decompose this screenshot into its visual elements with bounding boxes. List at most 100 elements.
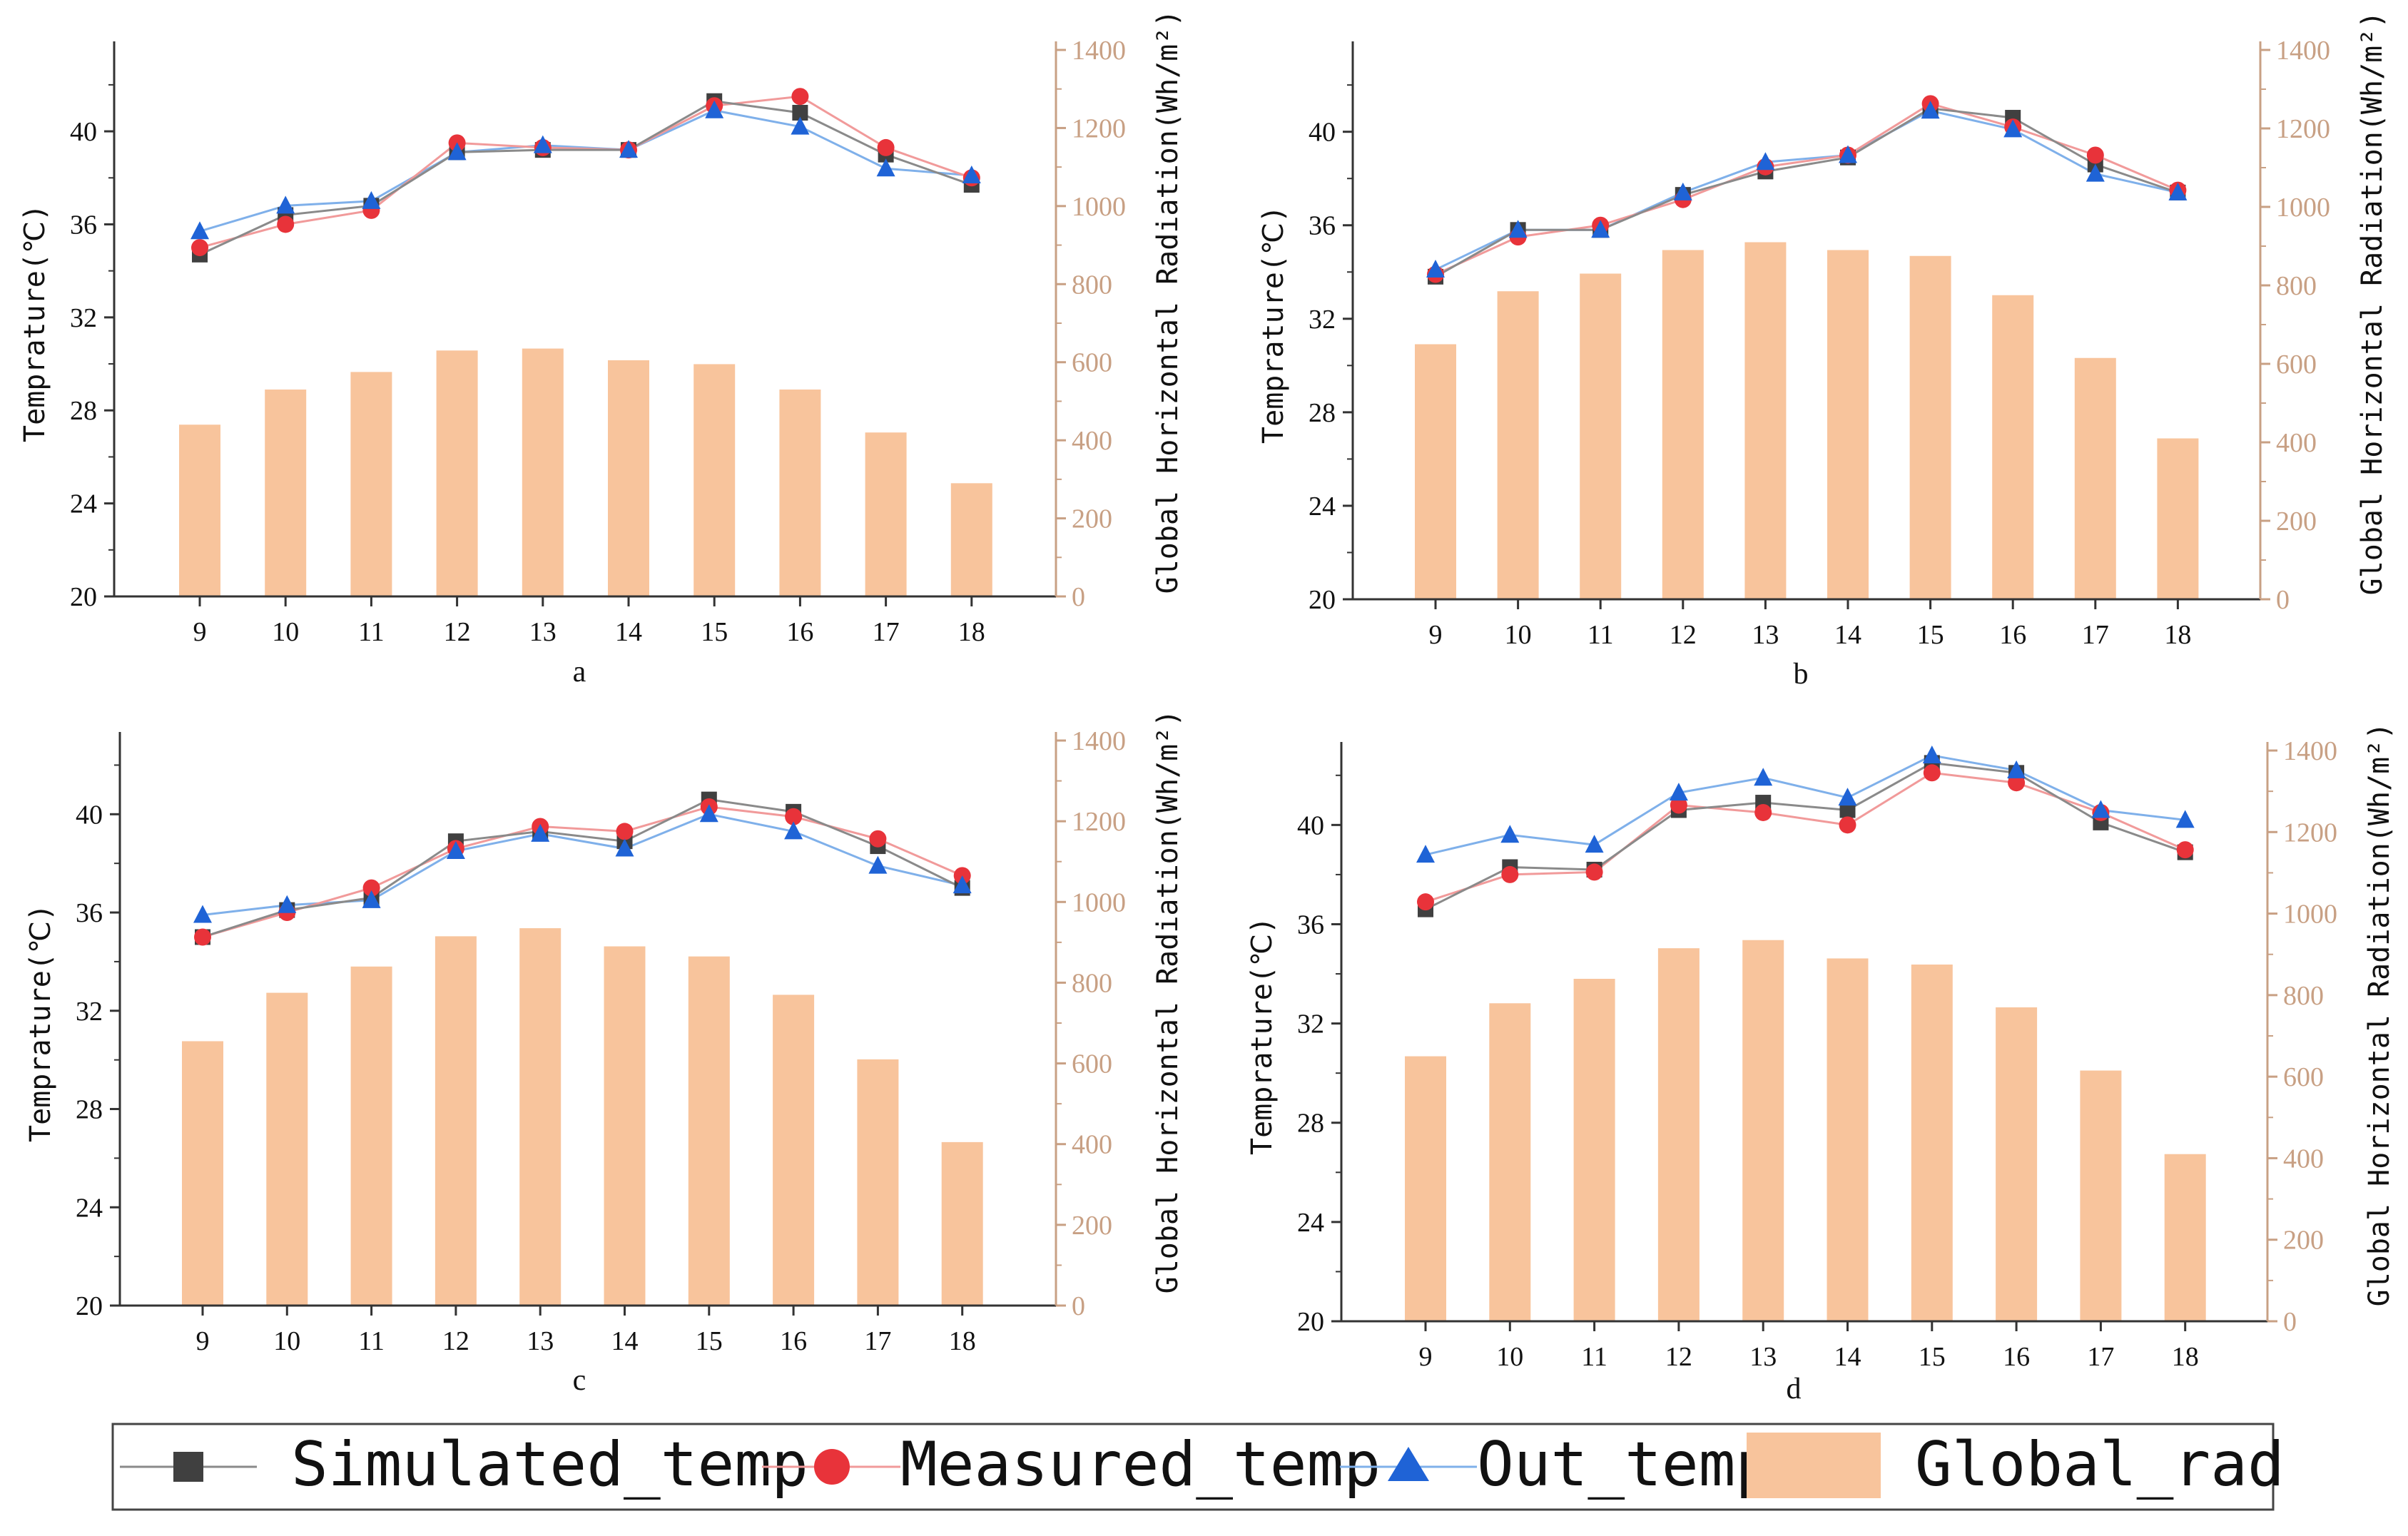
y-right-tick-label-d-400: 400 [2283, 1144, 2324, 1174]
point-out_temp-c-10 [952, 875, 972, 894]
series-line-measured_temp-c [202, 805, 963, 938]
y-right-tick-label-b-1000: 1000 [2276, 193, 2330, 223]
y-left-tick-label-c-32: 32 [76, 997, 103, 1027]
y-axis-left-title-b: Temprature(℃) [1257, 205, 1290, 444]
y-left-tick-label-a-32: 32 [70, 303, 97, 333]
point-measured_temp-c-1 [194, 928, 211, 946]
x-tick-label-c-18: 18 [949, 1326, 976, 1356]
x-tick-label-c-16: 16 [780, 1326, 807, 1356]
bar-global-rad-a-2 [265, 390, 307, 596]
legend-out-label: Out_temp [1477, 1429, 1772, 1500]
x-tick-label-d-14: 14 [1834, 1342, 1861, 1372]
point-measured_temp-d-8 [2008, 774, 2026, 792]
bar-global-rad-c-10 [941, 1141, 983, 1306]
x-tick-label-b-11: 11 [1587, 620, 1614, 650]
y-right-tick-label-c-600: 600 [1072, 1049, 1112, 1079]
point-out_temp-d-8 [2007, 760, 2026, 778]
bar-global-rad-a-7 [694, 364, 736, 596]
point-out_temp-c-5 [531, 823, 550, 842]
point-out_temp-a-7 [705, 100, 724, 118]
point-out_temp-d-7 [1922, 745, 1941, 763]
y-left-tick-label-d-24: 24 [1297, 1208, 1324, 1238]
x-tick-label-a-16: 16 [786, 617, 813, 647]
point-out_temp-a-6 [619, 140, 638, 158]
bar-global-rad-b-5 [1744, 242, 1787, 599]
y-left-tick-label-d-28: 28 [1297, 1109, 1324, 1139]
point-out_temp-a-5 [533, 135, 552, 153]
x-tick-label-c-15: 15 [696, 1326, 723, 1356]
point-simulated_temp-a-8 [792, 105, 808, 121]
y-left-tick-label-a-28: 28 [70, 396, 97, 426]
y-axis-left-title-c: Temprature(℃) [24, 904, 57, 1142]
panel-a: 9 10 11 12 13 14 15 16 17 18202428323640020040060… [19, 10, 1184, 688]
series-line-simulated_temp-d [1425, 761, 2186, 910]
series-line-out_temp-a [199, 109, 972, 233]
legend-measured-marker [814, 1449, 850, 1485]
point-out_temp-a-1 [190, 221, 209, 240]
y-right-tick-label-d-200: 200 [2283, 1226, 2324, 1256]
y-right-tick-label-a-400: 400 [1072, 426, 1112, 456]
x-tick-label-b-18: 18 [2164, 620, 2191, 650]
series-line-simulated_temp-c [202, 798, 963, 938]
point-out_temp-c-4 [446, 840, 465, 859]
bar-global-rad-d-2 [1489, 1003, 1531, 1321]
bar-global-rad-b-3 [1580, 273, 1622, 599]
bar-global-rad-b-2 [1497, 291, 1539, 599]
bar-global-rad-c-9 [857, 1059, 899, 1306]
x-tick-label-d-9: 9 [1419, 1342, 1433, 1372]
bar-global-rad-b-7 [1909, 255, 1951, 599]
x-tick-label-c-12: 12 [442, 1326, 469, 1356]
point-out_temp-b-5 [1756, 152, 1775, 171]
x-tick-label-c-14: 14 [611, 1326, 639, 1356]
point-measured_temp-d-1 [1417, 893, 1434, 911]
x-tick-label-d-13: 13 [1749, 1342, 1777, 1372]
legend-out-marker [1388, 1447, 1429, 1481]
point-simulated_temp-d-6 [1839, 802, 1856, 818]
x-tick-label-a-15: 15 [701, 617, 728, 647]
y-right-tick-label-d-1200: 1200 [2283, 818, 2337, 848]
y-right-tick-label-b-0: 0 [2276, 585, 2290, 615]
point-measured_temp-c-3 [362, 879, 380, 897]
panel-label-a: a [573, 656, 586, 688]
bar-global-rad-a-10 [950, 483, 992, 596]
y-right-tick-label-d-0: 0 [2283, 1307, 2297, 1337]
y-left-tick-label-b-24: 24 [1309, 492, 1336, 522]
point-out_temp-a-2 [276, 195, 295, 214]
bar-global-rad-a-3 [350, 372, 392, 596]
point-out_temp-a-10 [962, 166, 981, 184]
bar-global-rad-a-4 [436, 350, 478, 596]
bar-global-rad-d-9 [2080, 1070, 2122, 1321]
bar-global-rad-a-6 [608, 360, 649, 596]
bar-global-rad-a-1 [179, 424, 220, 596]
point-out_temp-a-4 [447, 142, 467, 161]
y-right-tick-label-b-400: 400 [2276, 428, 2317, 458]
point-measured_temp-b-9 [2086, 146, 2104, 164]
y-axis-left-title-d: Temprature(℃) [1246, 917, 1279, 1155]
bar-global-rad-b-8 [1992, 295, 2034, 599]
legend-measured-label: Measured_temp [900, 1429, 1381, 1500]
y-right-tick-label-b-600: 600 [2276, 350, 2317, 380]
y-left-tick-label-d-40: 40 [1297, 810, 1324, 840]
y-left-tick-label-c-20: 20 [76, 1291, 103, 1321]
x-tick-label-d-12: 12 [1665, 1342, 1692, 1372]
panel-d: 9 10 11 12 13 14 15 16 17 18202428323640020040060… [1246, 723, 2396, 1405]
x-tick-label-a-11: 11 [358, 617, 385, 647]
point-measured_temp-d-6 [1839, 816, 1856, 834]
y-left-tick-label-b-40: 40 [1309, 118, 1336, 148]
y-left-tick-label-a-24: 24 [70, 489, 97, 519]
y-right-tick-label-a-1200: 1200 [1072, 113, 1126, 143]
bar-global-rad-d-3 [1573, 979, 1615, 1321]
point-out_temp-b-10 [2168, 182, 2188, 200]
y-axis-right-title-d: Global Horizontal Radiation(Wh/m²) [2363, 723, 2396, 1307]
bar-global-rad-c-6 [604, 946, 646, 1306]
point-out_temp-c-6 [615, 838, 634, 857]
x-tick-label-d-16: 16 [2003, 1342, 2030, 1372]
bar-global-rad-b-10 [2157, 438, 2199, 599]
x-tick-label-d-15: 15 [1919, 1342, 1946, 1372]
bar-global-rad-d-5 [1742, 940, 1784, 1321]
point-out_temp-b-4 [1673, 182, 1692, 200]
y-axis-right-title-a: Global Horizontal Radiation(Wh/m²) [1152, 10, 1184, 594]
point-measured_temp-d-4 [1670, 796, 1687, 814]
y-right-tick-label-c-1200: 1200 [1072, 807, 1126, 837]
bar-global-rad-c-3 [350, 966, 392, 1306]
